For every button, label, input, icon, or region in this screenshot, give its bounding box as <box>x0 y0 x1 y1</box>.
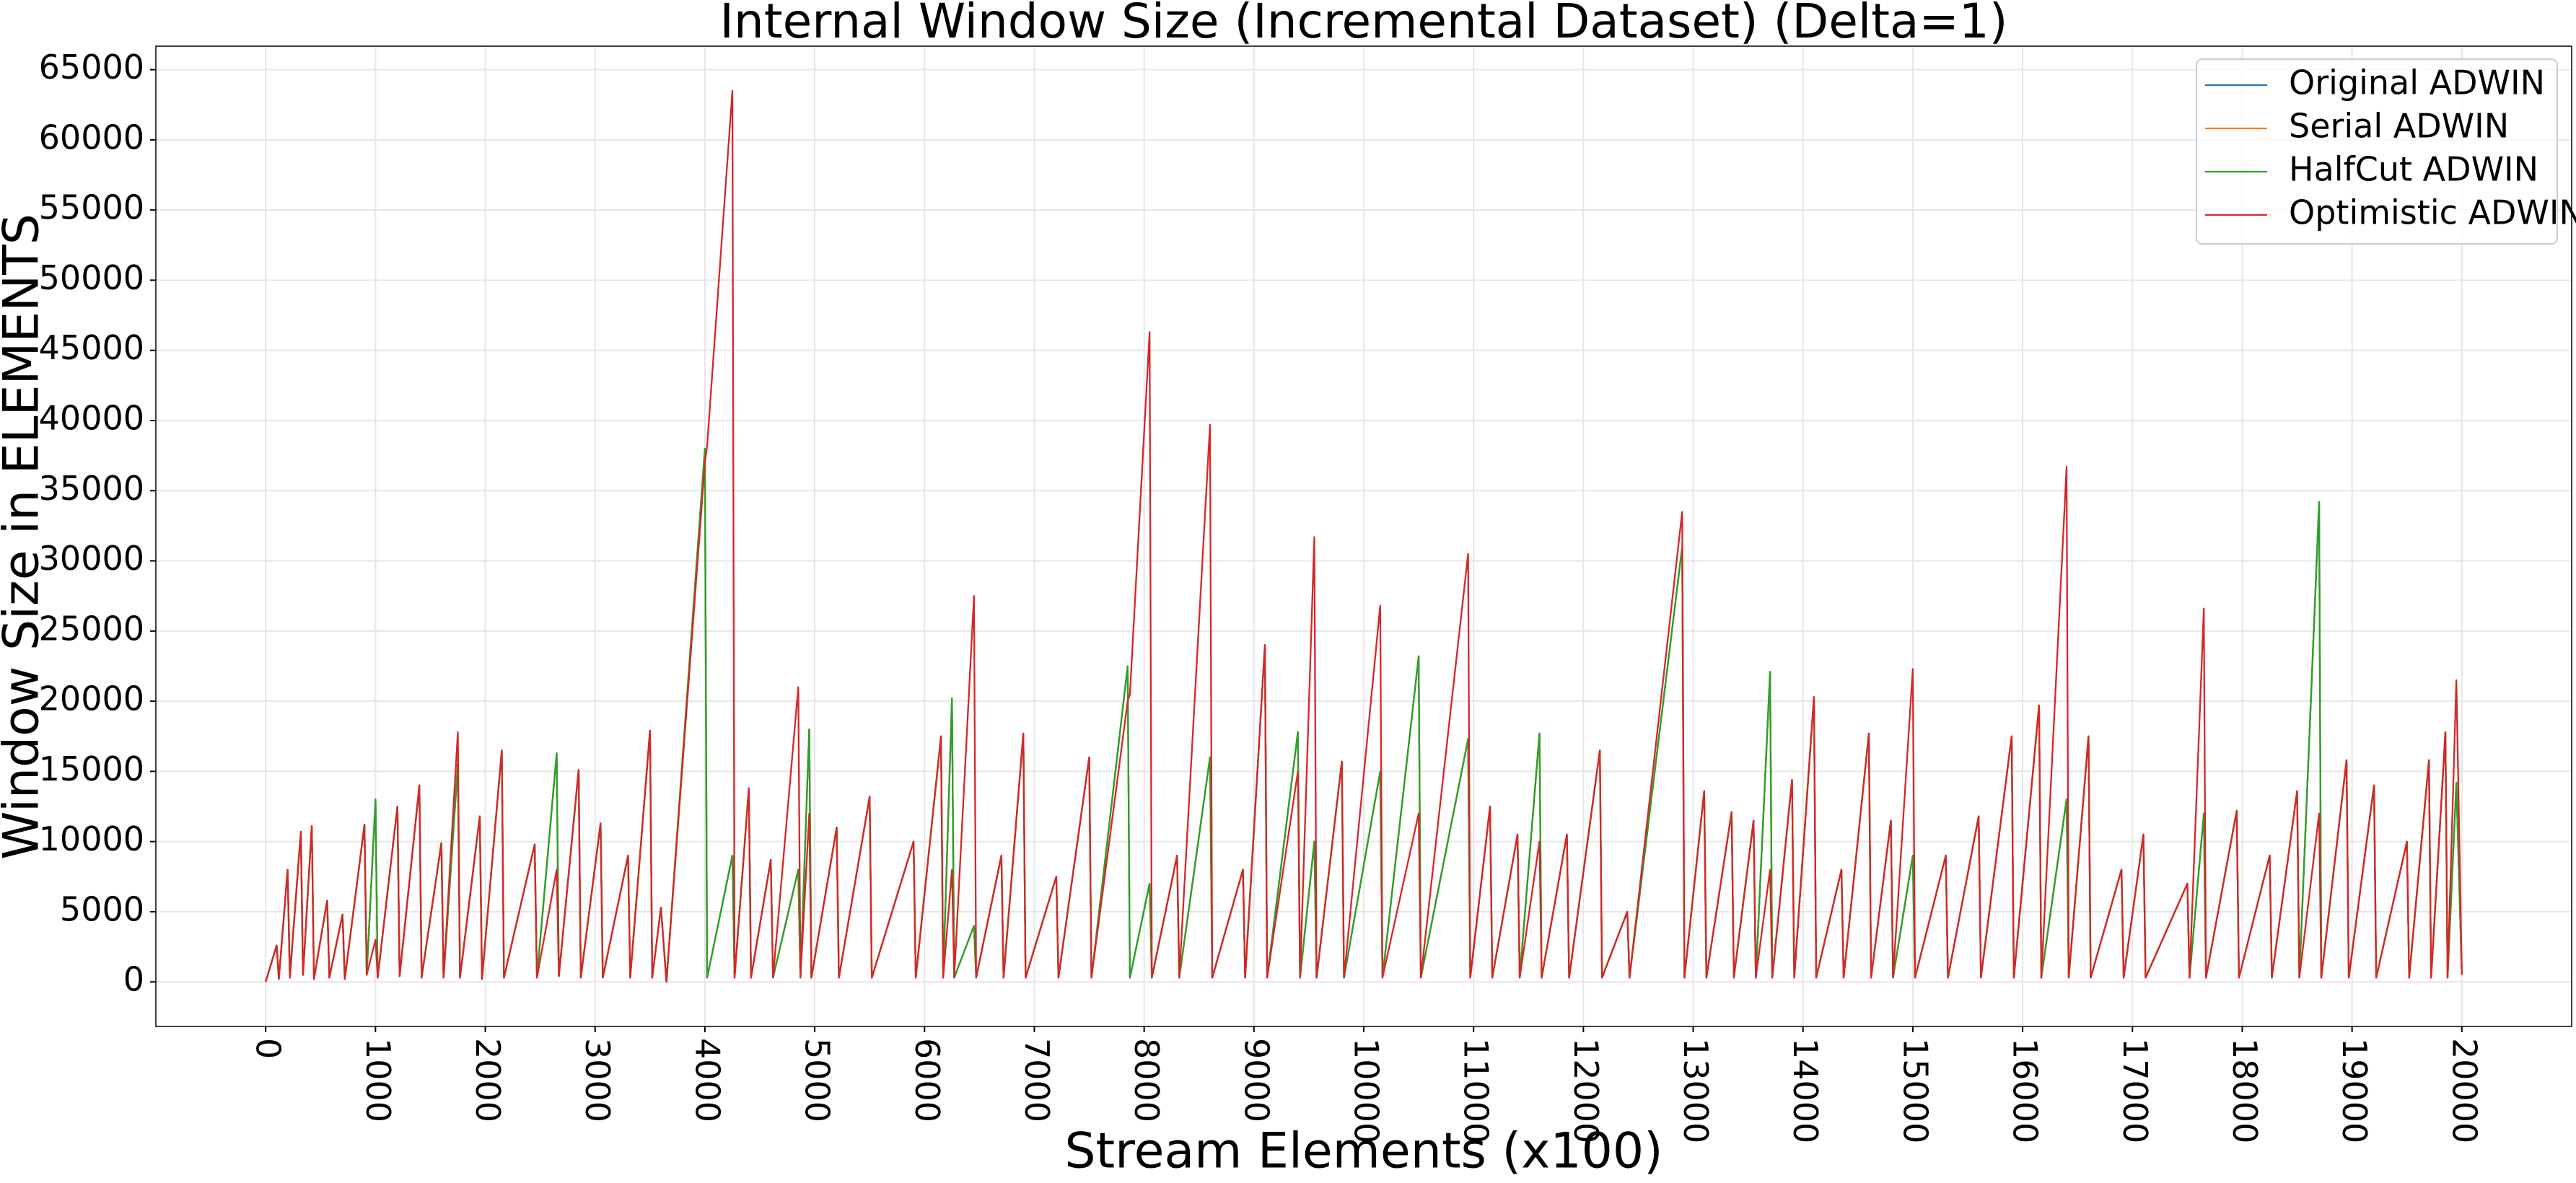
x-tick-label: 17000 <box>2116 1038 2155 1143</box>
x-tick-label: 4000 <box>688 1038 727 1122</box>
y-tick-label: 20000 <box>39 680 144 718</box>
plot-frame <box>155 45 2572 1027</box>
y-tick-label: 40000 <box>39 398 144 437</box>
y-tick-label: 30000 <box>39 539 144 578</box>
legend-label: Optimistic ADWIN <box>2289 193 2576 232</box>
x-tick-label: 5000 <box>798 1038 837 1122</box>
legend-box <box>2196 58 2558 245</box>
y-tick-label: 35000 <box>39 469 144 508</box>
x-tick-label: 15000 <box>1896 1038 1935 1143</box>
x-tick-label: 9000 <box>1237 1038 1276 1122</box>
y-tick-label: 60000 <box>39 118 144 157</box>
x-tick-label: 3000 <box>578 1038 617 1122</box>
x-tick-label: 2000 <box>468 1038 507 1122</box>
y-tick-label: 5000 <box>60 889 144 928</box>
y-tick-label: 55000 <box>39 188 144 227</box>
chart-title: Internal Window Size (Incremental Datase… <box>719 0 2007 49</box>
x-tick-label: 10000 <box>1347 1038 1386 1143</box>
y-tick-label: 10000 <box>39 819 144 858</box>
y-tick-label: 45000 <box>39 328 144 367</box>
x-tick-label: 7000 <box>1017 1038 1056 1122</box>
y-tick-label: 15000 <box>39 749 144 788</box>
y-tick-label: 65000 <box>39 48 144 87</box>
x-tick-label: 20000 <box>2445 1038 2484 1143</box>
y-tick-label: 0 <box>123 960 144 999</box>
x-tick-label: 19000 <box>2335 1038 2374 1143</box>
y-tick-label: 25000 <box>39 609 144 648</box>
x-tick-label: 16000 <box>2006 1038 2045 1143</box>
y-axis-label: Window Size in ELEMENTS <box>0 214 51 860</box>
x-tick-label: 14000 <box>1786 1038 1825 1143</box>
x-tick-label: 11000 <box>1457 1038 1496 1143</box>
y-tick-label: 50000 <box>39 258 144 297</box>
x-tick-label: 1000 <box>359 1038 398 1122</box>
x-tick-label: 6000 <box>908 1038 947 1122</box>
data-line <box>265 89 2463 983</box>
x-tick-label: 8000 <box>1127 1038 1166 1122</box>
x-tick-label: 13000 <box>1676 1038 1715 1143</box>
legend-label: Original ADWIN <box>2289 63 2545 102</box>
x-axis-label: Stream Elements (x100) <box>1064 1123 1662 1180</box>
legend-label: HalfCut ADWIN <box>2289 150 2538 189</box>
x-tick-label: 0 <box>249 1038 288 1059</box>
x-tick-label: 12000 <box>1567 1038 1605 1143</box>
x-tick-label: 18000 <box>2225 1038 2264 1143</box>
legend-label: Serial ADWIN <box>2289 107 2509 146</box>
